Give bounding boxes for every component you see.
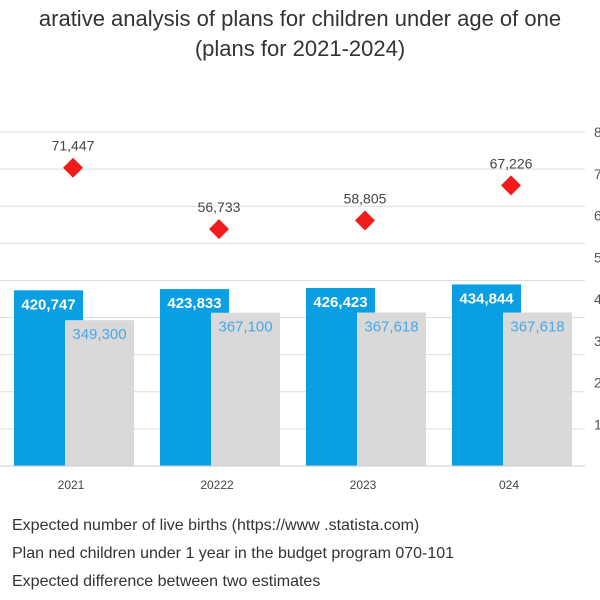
- right-axis-tick-label: 1: [594, 416, 600, 432]
- chart-title-line1: arative analysis of plans for children u…: [38, 6, 562, 31]
- right-axis-tick-label: 4: [594, 291, 600, 307]
- chart-plot: 1 2 3 4 5 6 7 8 420,747 349,300 71,447 2021 423,833 3…: [0, 124, 600, 492]
- bar-label-expected-births: 434,844: [459, 290, 514, 307]
- marker-difference: [209, 219, 229, 240]
- legend-entry-difference: Expected difference between two estimate…: [12, 573, 321, 590]
- right-axis-tick-label: 8: [594, 124, 600, 140]
- right-axis-tick-label: 7: [594, 166, 600, 182]
- x-axis-tick-label: 2021: [58, 478, 85, 492]
- bar-label-planned-children: 367,618: [510, 319, 564, 336]
- bar-label-planned-children: 367,100: [218, 319, 272, 336]
- bar-label-expected-births: 423,833: [167, 295, 221, 312]
- bar-label-planned-children: 367,618: [364, 319, 418, 336]
- chart-subtitle: (plans for 2021-2024): [194, 36, 406, 61]
- bar-planned-children: [65, 320, 134, 466]
- x-axis-tick-label: 20222: [200, 478, 234, 492]
- chart-legend: Expected number of live births (https://…: [12, 512, 454, 596]
- bar-planned-children: [211, 312, 280, 466]
- right-axis-tick-label: 5: [594, 249, 600, 265]
- marker-label-difference: 71,447: [52, 138, 95, 154]
- marker-label-difference: 56,733: [198, 199, 241, 215]
- marker-difference: [501, 175, 521, 196]
- right-axis-tick-label: 3: [594, 333, 600, 349]
- marker-label-difference: 58,805: [344, 190, 387, 206]
- bar-label-expected-births: 426,423: [313, 294, 367, 311]
- bar-label-planned-children: 349,300: [72, 326, 126, 343]
- legend-entry-births: Expected number of live births (https://…: [12, 517, 420, 534]
- x-axis-tick-label: 024: [499, 478, 519, 492]
- marker-label-difference: 67,226: [490, 155, 533, 171]
- legend-entry-planned: Plan ned children under 1 year in the bu…: [12, 545, 455, 562]
- x-axis-tick-label: 2023: [350, 478, 377, 492]
- marker-difference: [63, 157, 83, 178]
- bar-label-expected-births: 420,747: [21, 296, 75, 313]
- marker-difference: [355, 210, 375, 231]
- bar-planned-children: [357, 312, 426, 466]
- chart-title: arative analysis of plans for children u…: [0, 4, 600, 64]
- bar-planned-children: [503, 312, 572, 466]
- right-axis-tick-label: 6: [594, 208, 600, 224]
- right-axis-tick-label: 2: [594, 375, 600, 391]
